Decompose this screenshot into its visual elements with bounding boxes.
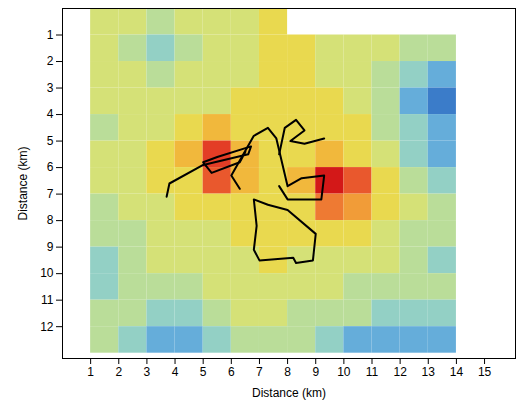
svg-text:14: 14 — [450, 365, 464, 379]
svg-text:9: 9 — [47, 240, 54, 254]
svg-text:2: 2 — [47, 54, 54, 68]
svg-text:5: 5 — [47, 134, 54, 148]
svg-text:2: 2 — [115, 365, 122, 379]
svg-text:8: 8 — [284, 365, 291, 379]
svg-text:4: 4 — [47, 107, 54, 121]
svg-text:12: 12 — [393, 365, 407, 379]
svg-text:7: 7 — [47, 187, 54, 201]
svg-text:11: 11 — [366, 365, 379, 379]
svg-text:1: 1 — [47, 28, 54, 42]
svg-text:11: 11 — [41, 293, 54, 307]
svg-text:6: 6 — [228, 365, 235, 379]
svg-text:3: 3 — [47, 81, 54, 95]
svg-text:10: 10 — [40, 266, 54, 280]
svg-text:5: 5 — [200, 365, 207, 379]
svg-text:9: 9 — [312, 365, 319, 379]
svg-text:Distance (km): Distance (km) — [252, 386, 326, 400]
svg-text:3: 3 — [144, 365, 151, 379]
svg-text:1: 1 — [87, 365, 94, 379]
svg-text:Distance (km): Distance (km) — [16, 146, 30, 220]
svg-text:15: 15 — [478, 365, 492, 379]
svg-text:10: 10 — [337, 365, 351, 379]
svg-text:4: 4 — [172, 365, 179, 379]
svg-text:12: 12 — [40, 320, 54, 334]
svg-text:13: 13 — [422, 365, 436, 379]
svg-text:7: 7 — [256, 365, 263, 379]
svg-text:6: 6 — [47, 160, 54, 174]
svg-text:8: 8 — [47, 213, 54, 227]
